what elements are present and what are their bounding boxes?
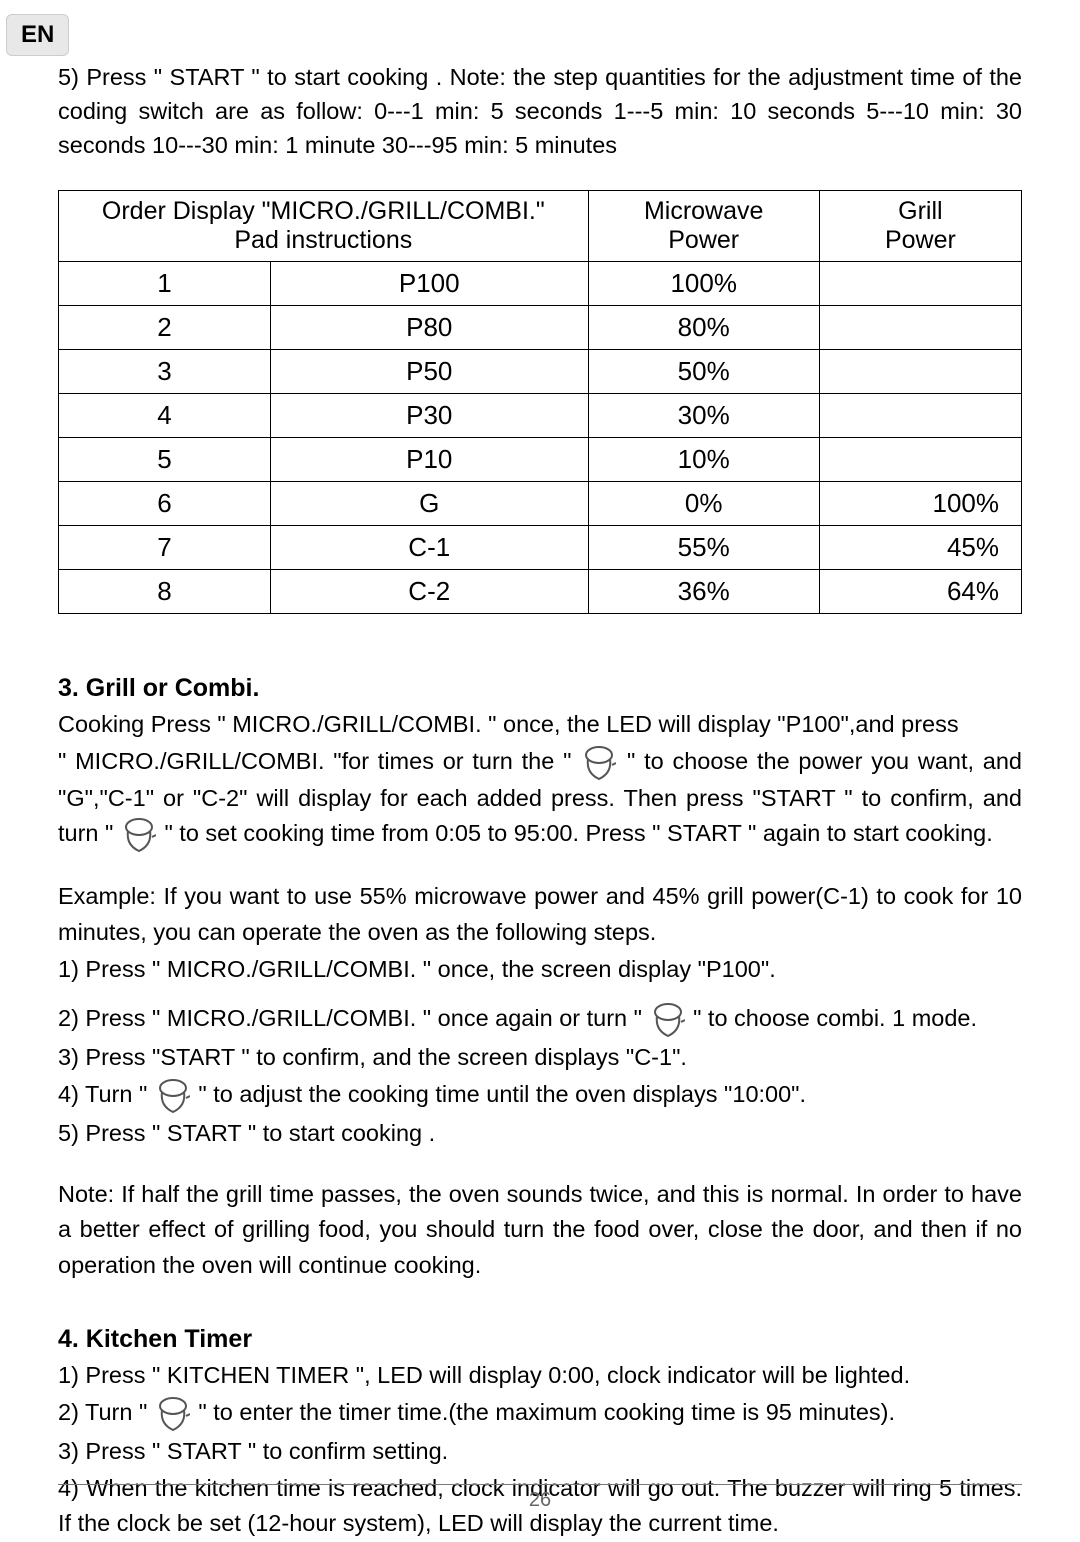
s4-step2a: 2) Turn " xyxy=(58,1399,154,1425)
power-table: Order Display "MICRO./GRILL/COMBI."Pad i… xyxy=(58,190,1022,614)
cell-pad: P80 xyxy=(270,306,588,350)
table-row: 3P5050% xyxy=(59,350,1022,394)
cell-mw: 30% xyxy=(588,394,819,438)
s4-step1: 1) Press " KITCHEN TIMER ", LED will dis… xyxy=(58,1358,1022,1393)
cell-pad: P50 xyxy=(270,350,588,394)
table-row: 1P100100% xyxy=(59,262,1022,306)
cell-mw: 80% xyxy=(588,306,819,350)
th-grill: GrillPower xyxy=(819,191,1021,262)
th-mw: MicrowavePower xyxy=(588,191,819,262)
knob-icon xyxy=(122,817,156,853)
s3-line2: " MICRO./GRILL/COMBI. "for times or turn… xyxy=(58,744,1022,853)
cell-order: 6 xyxy=(59,482,271,526)
cell-order: 5 xyxy=(59,438,271,482)
s3-note: Note: If half the grill time passes, the… xyxy=(58,1177,1022,1283)
cell-mw: 55% xyxy=(588,526,819,570)
section-4-body: 1) Press " KITCHEN TIMER ", LED will dis… xyxy=(58,1358,1022,1542)
cell-order: 2 xyxy=(59,306,271,350)
cell-order: 3 xyxy=(59,350,271,394)
knob-icon xyxy=(156,1396,190,1432)
table-row: 8C-236%64% xyxy=(59,570,1022,614)
cell-grill: 64% xyxy=(819,570,1021,614)
s4-step2b: " to enter the timer time.(the maximum c… xyxy=(198,1399,895,1425)
s4-step2: 2) Turn " " to enter the timer time.(the… xyxy=(58,1395,1022,1432)
knob-icon xyxy=(582,745,616,781)
cell-mw: 100% xyxy=(588,262,819,306)
cell-pad: P100 xyxy=(270,262,588,306)
s3-step4b: " to adjust the cooking time until the o… xyxy=(198,1081,806,1107)
table-row: 5P1010% xyxy=(59,438,1022,482)
page-number: 26 xyxy=(529,1489,551,1511)
s3-step2b: " to choose combi. 1 mode. xyxy=(693,1005,977,1031)
cell-order: 8 xyxy=(59,570,271,614)
s3-line2c: " to set cooking time from 0:05 to 95:00… xyxy=(164,820,992,846)
s3-step4: 4) Turn " " to adjust the cooking time u… xyxy=(58,1077,1022,1114)
section-3-body: Cooking Press " MICRO./GRILL/COMBI. " on… xyxy=(58,707,1022,1283)
s4-step3: 3) Press " START " to confirm setting. xyxy=(58,1434,1022,1469)
intro-text: 5) Press " START " to start cooking . No… xyxy=(58,64,1022,158)
s3-step3: 3) Press "START " to confirm, and the sc… xyxy=(58,1040,1022,1075)
s3-example: Example: If you want to use 55% microwav… xyxy=(58,879,1022,950)
page-footer: 26 xyxy=(58,1484,1022,1512)
s3-step4a: 4) Turn " xyxy=(58,1081,154,1107)
table-row: 6G0%100% xyxy=(59,482,1022,526)
cell-mw: 50% xyxy=(588,350,819,394)
cell-mw: 36% xyxy=(588,570,819,614)
cell-order: 4 xyxy=(59,394,271,438)
cell-pad: G xyxy=(270,482,588,526)
cell-pad: P10 xyxy=(270,438,588,482)
cell-pad: C-1 xyxy=(270,526,588,570)
th-order-display: Order Display "MICRO./GRILL/COMBI."Pad i… xyxy=(59,191,589,262)
s3-step1: 1) Press " MICRO./GRILL/COMBI. " once, t… xyxy=(58,952,1022,987)
knob-icon xyxy=(156,1078,190,1114)
s3-step5: 5) Press " START " to start cooking . xyxy=(58,1116,1022,1151)
cell-pad: C-2 xyxy=(270,570,588,614)
s3-line1: Cooking Press " MICRO./GRILL/COMBI. " on… xyxy=(58,707,1022,742)
cell-grill xyxy=(819,438,1021,482)
s3-line2a: " MICRO./GRILL/COMBI. "for times or turn… xyxy=(58,748,580,774)
table-row: 2P8080% xyxy=(59,306,1022,350)
cell-grill xyxy=(819,306,1021,350)
intro-step-5: 5) Press " START " to start cooking . No… xyxy=(58,60,1022,162)
cell-grill: 45% xyxy=(819,526,1021,570)
cell-mw: 10% xyxy=(588,438,819,482)
knob-icon xyxy=(651,1002,685,1038)
cell-pad: P30 xyxy=(270,394,588,438)
cell-grill xyxy=(819,350,1021,394)
cell-grill xyxy=(819,262,1021,306)
cell-order: 7 xyxy=(59,526,271,570)
table-row: 4P3030% xyxy=(59,394,1022,438)
section-4-title: 4. Kitchen Timer xyxy=(58,1325,1022,1354)
cell-mw: 0% xyxy=(588,482,819,526)
s3-step2: 2) Press " MICRO./GRILL/COMBI. " once ag… xyxy=(58,1001,1022,1038)
cell-order: 1 xyxy=(59,262,271,306)
cell-grill xyxy=(819,394,1021,438)
table-row: 7C-155%45% xyxy=(59,526,1022,570)
s3-step2a: 2) Press " MICRO./GRILL/COMBI. " once ag… xyxy=(58,1005,649,1031)
cell-grill: 100% xyxy=(819,482,1021,526)
section-3-title: 3. Grill or Combi. xyxy=(58,674,1022,703)
language-badge: EN xyxy=(6,14,69,56)
